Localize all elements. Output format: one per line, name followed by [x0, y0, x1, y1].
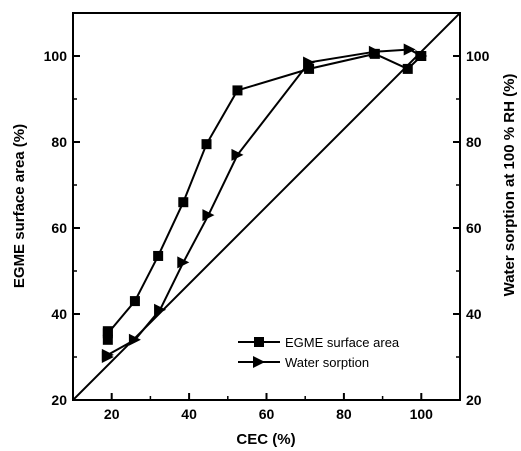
data-point-water — [368, 45, 381, 58]
y-axis-title: EGME surface area (%) — [11, 124, 28, 288]
plot-layer: 20 40 60 80 100 20 40 60 80 100 20 40 60 80 100 — [44, 12, 490, 422]
data-point-egme — [232, 85, 243, 96]
y-tick-label: 40 — [51, 306, 67, 322]
y2-tick-label: 40 — [466, 306, 482, 322]
data-point-egme — [201, 139, 212, 150]
data-point-egme — [102, 328, 113, 339]
x-tick-label: 20 — [104, 406, 120, 422]
data-point-water — [101, 348, 114, 361]
legend-marker-water — [253, 356, 265, 368]
y2-tick-label: 20 — [466, 392, 482, 408]
data-point-water — [415, 50, 428, 62]
data-point-egme — [153, 250, 164, 261]
data-point-egme — [178, 197, 189, 208]
data-point-water — [202, 209, 215, 222]
data-point-water — [177, 256, 190, 269]
x-axis-title: CEC (%) — [236, 431, 295, 448]
y-tick-label: 60 — [51, 220, 67, 236]
data-point-water — [403, 43, 416, 56]
x-tick-label: 100 — [410, 406, 434, 422]
data-point-egme — [402, 63, 413, 74]
data-point-egme — [129, 296, 140, 307]
y-tick-label: 100 — [44, 48, 68, 64]
y2-tick-label: 60 — [466, 220, 482, 236]
series-line-0 — [106, 52, 422, 340]
reference-line — [73, 13, 460, 400]
x-tick-label: 80 — [336, 406, 352, 422]
y2-tick-label: 80 — [466, 134, 482, 150]
y2-tick-label: 100 — [466, 48, 490, 64]
data-point-water — [154, 303, 167, 316]
legend-label-water: Water sorption — [285, 355, 369, 370]
data-point-egme — [304, 63, 315, 74]
y-tick-label: 80 — [51, 134, 67, 150]
data-point-water — [128, 333, 141, 346]
legend-marker-egme — [254, 337, 264, 347]
y-tick-label: 20 — [51, 392, 67, 408]
x-tick-label: 40 — [181, 406, 197, 422]
data-point-egme — [102, 334, 113, 345]
data-point-water — [231, 148, 244, 161]
x-tick-label: 60 — [259, 406, 275, 422]
legend-label-egme: EGME surface area — [285, 335, 400, 350]
y2-axis-title: Water sorption at 100 % RH (%) — [501, 74, 518, 297]
data-point-water — [303, 56, 316, 69]
legend: EGME surface area Water sorption — [238, 335, 400, 370]
